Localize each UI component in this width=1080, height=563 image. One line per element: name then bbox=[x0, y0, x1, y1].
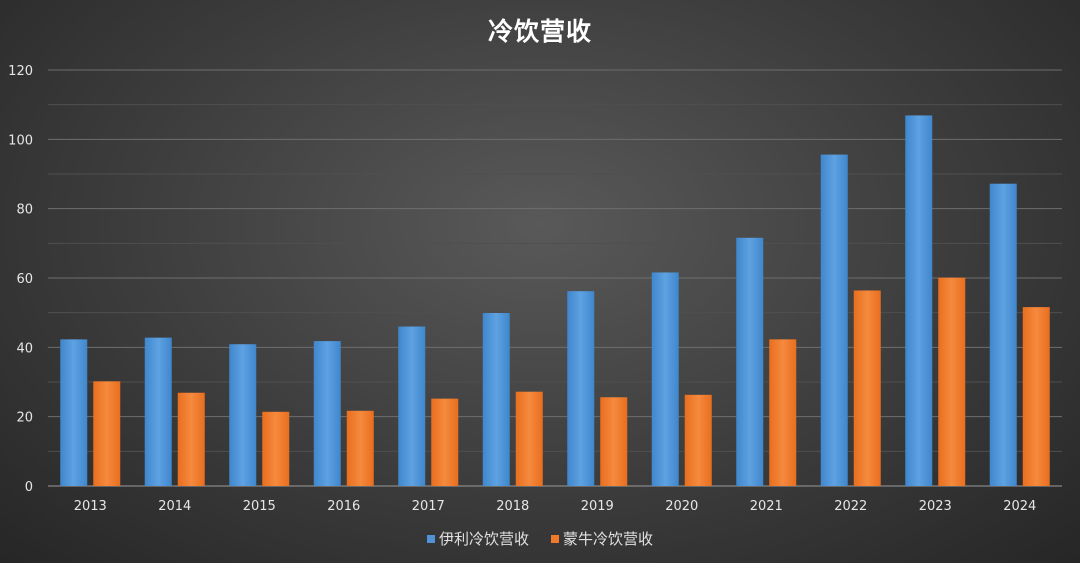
bar-yili-2015 bbox=[229, 344, 257, 486]
x-tick-label: 2020 bbox=[665, 499, 698, 514]
bar-yili-2016 bbox=[313, 341, 341, 486]
x-tick-label: 2018 bbox=[496, 499, 529, 514]
y-tick-label: 0 bbox=[25, 480, 33, 495]
bar-mengniu-2023 bbox=[938, 277, 966, 486]
bar-mengniu-2024 bbox=[1022, 307, 1050, 486]
x-tick-label: 2013 bbox=[74, 499, 107, 514]
bar-mengniu-2014 bbox=[177, 392, 205, 486]
legend-label-yili: 伊利冷饮营收 bbox=[438, 530, 529, 548]
bar-yili-2023 bbox=[905, 115, 933, 486]
x-tick-label: 2023 bbox=[919, 499, 952, 514]
y-tick-label: 100 bbox=[8, 133, 33, 148]
legend-swatch-orange bbox=[551, 534, 559, 543]
bar-yili-2024 bbox=[989, 183, 1017, 486]
legend-label-mengniu: 蒙牛冷饮营收 bbox=[563, 530, 654, 548]
bar-mengniu-2015 bbox=[262, 411, 290, 486]
bar-mengniu-2021 bbox=[769, 339, 797, 486]
bar-yili-2019 bbox=[567, 291, 595, 486]
bar-yili-2020 bbox=[651, 272, 679, 486]
gridlines bbox=[48, 69, 1062, 487]
bar-yili-2013 bbox=[60, 339, 88, 486]
bars bbox=[60, 115, 1050, 486]
x-tick-label: 2024 bbox=[1003, 499, 1036, 514]
y-tick-label: 20 bbox=[16, 411, 33, 426]
y-axis-ticks: 0 20 40 60 80 100 120 bbox=[8, 64, 33, 495]
bar-mengniu-2020 bbox=[684, 394, 712, 486]
legend-swatch-blue bbox=[426, 534, 435, 543]
x-axis-ticks: 2013 2014 2015 2016 2017 2018 2019 2020 2021 2022… bbox=[74, 499, 1037, 514]
y-tick-label: 60 bbox=[16, 272, 33, 287]
bar-mengniu-2018 bbox=[515, 391, 543, 486]
bar-mengniu-2017 bbox=[431, 398, 459, 486]
bar-mengniu-2022 bbox=[853, 290, 881, 486]
chart-title: 冷饮营收 bbox=[487, 17, 592, 46]
legend-item-yili: 伊利冷饮营收 bbox=[426, 528, 529, 549]
y-tick-label: 40 bbox=[16, 341, 33, 356]
x-tick-label: 2016 bbox=[327, 499, 360, 514]
bar-mengniu-2019 bbox=[600, 397, 628, 486]
bar-yili-2022 bbox=[820, 154, 848, 486]
legend: 伊利冷饮营收 蒙牛冷饮营收 bbox=[0, 528, 1080, 549]
legend-item-mengniu: 蒙牛冷饮营收 bbox=[551, 528, 653, 549]
bar-yili-2014 bbox=[144, 337, 172, 486]
x-tick-label: 2015 bbox=[243, 499, 276, 514]
x-tick-label: 2017 bbox=[412, 499, 445, 514]
x-tick-label: 2021 bbox=[750, 499, 783, 514]
x-tick-label: 2014 bbox=[158, 499, 191, 514]
bar-yili-2018 bbox=[482, 313, 510, 486]
bar-yili-2017 bbox=[398, 326, 426, 486]
y-tick-label: 80 bbox=[16, 203, 33, 218]
y-tick-label: 120 bbox=[8, 64, 33, 79]
bar-mengniu-2013 bbox=[93, 381, 121, 486]
bar-yili-2021 bbox=[736, 237, 764, 486]
x-tick-label: 2019 bbox=[581, 499, 614, 514]
x-tick-label: 2022 bbox=[834, 499, 867, 514]
bar-mengniu-2016 bbox=[346, 410, 374, 486]
